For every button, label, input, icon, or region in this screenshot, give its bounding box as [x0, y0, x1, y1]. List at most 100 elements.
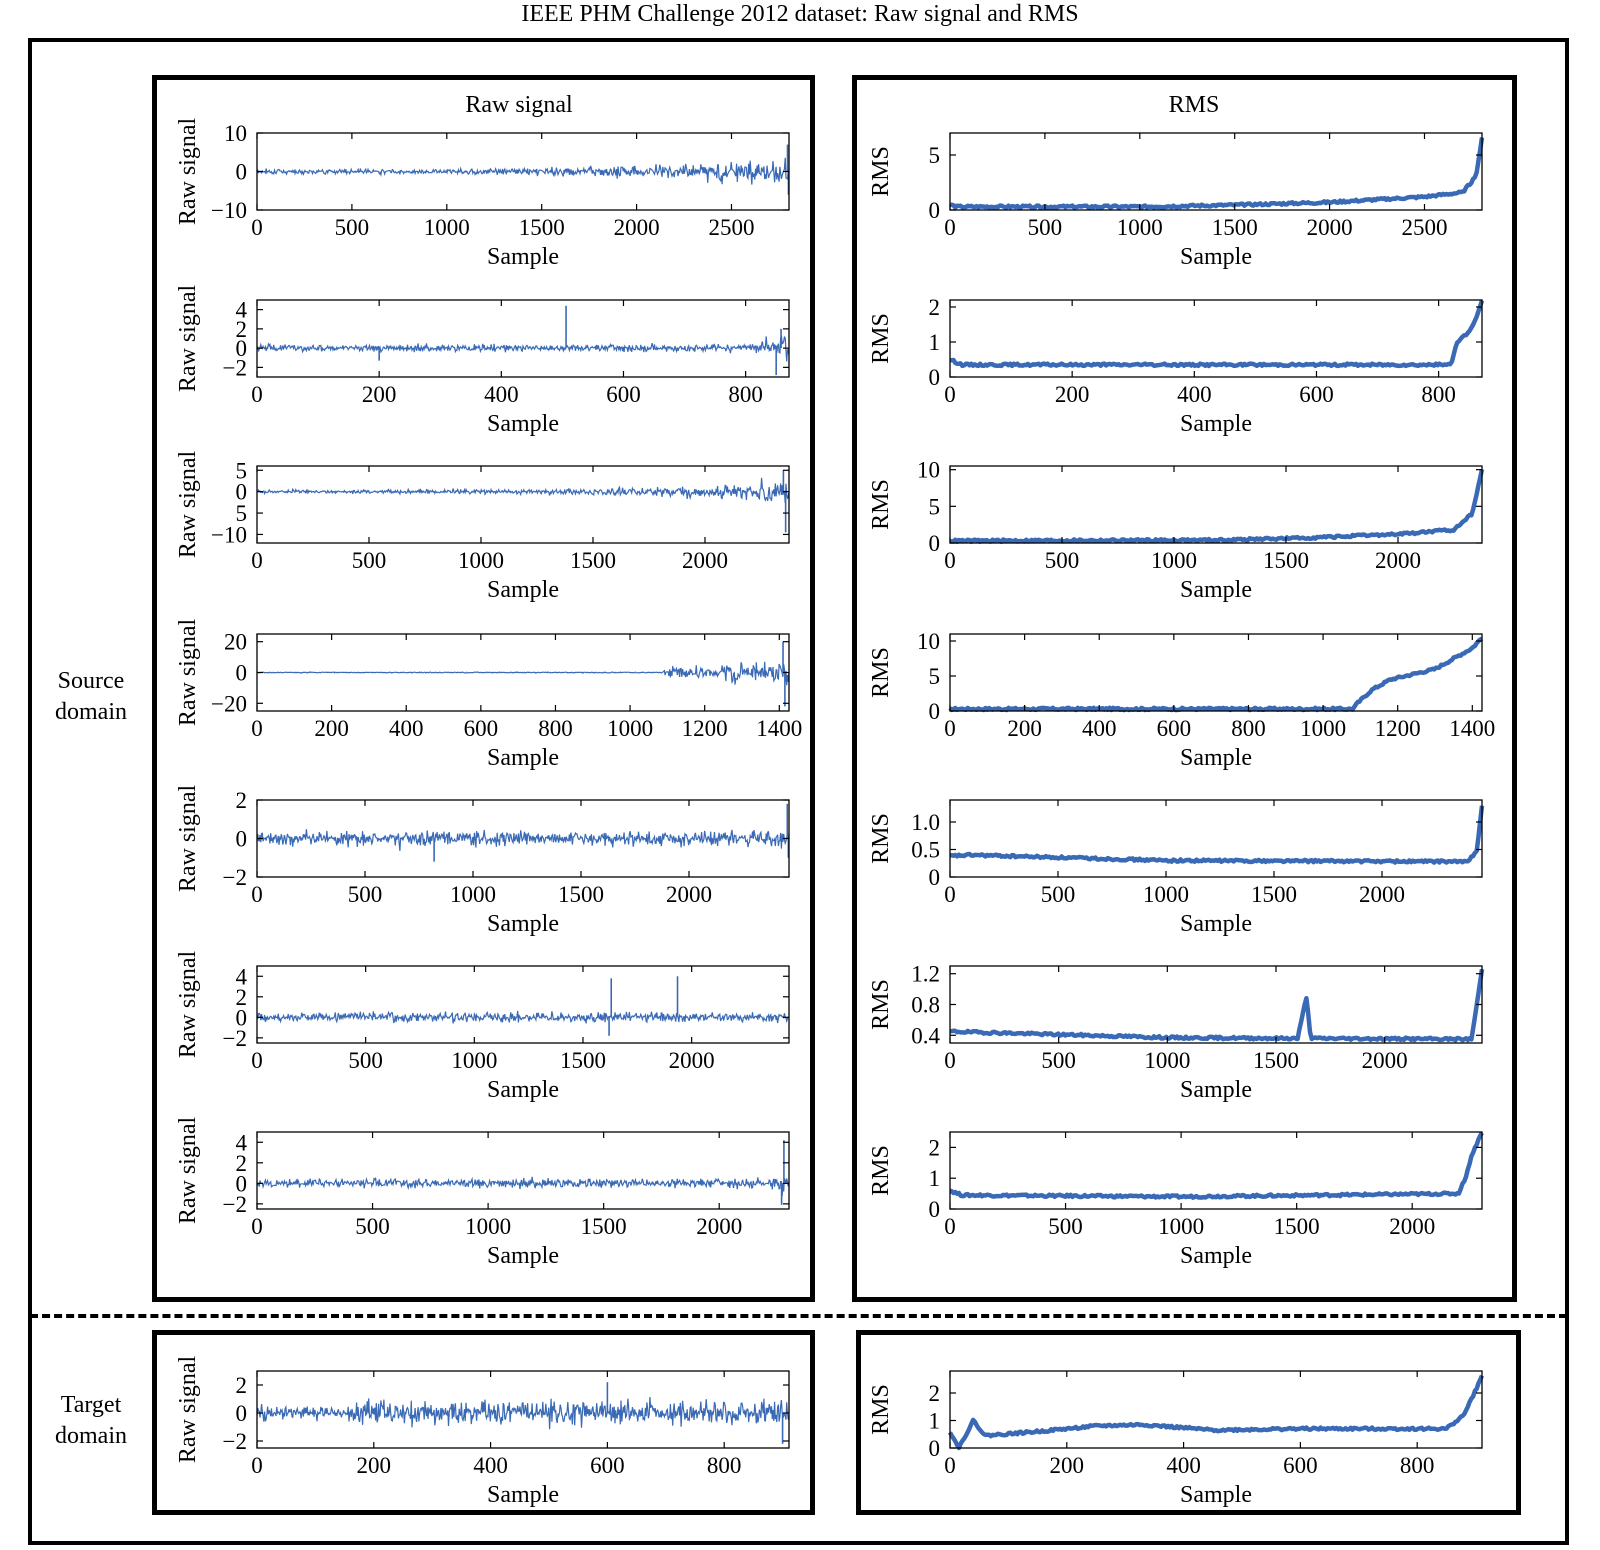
chart-10-ylabel: RMS	[868, 479, 894, 530]
chart-2-ytick-label-2: 0	[236, 336, 248, 361]
chart-3-xtick-label-1500: 1500	[570, 548, 616, 573]
chart-1-ytick-label-2: −10	[211, 198, 247, 223]
chart-16-xtick-label-0: 0	[944, 1453, 956, 1478]
chart-15-ytick-label-2: −2	[223, 1429, 247, 1454]
chart-1-xtick-label-1500: 1500	[519, 215, 565, 240]
chart-14-xtick-label-0: 0	[944, 1214, 956, 1239]
chart-6-ytick-label-3: −2	[223, 1026, 247, 1051]
chart-13-ytick-label-1: 0.8	[911, 993, 940, 1018]
chart-12-plot-frame	[949, 799, 1483, 878]
chart-6-xtick-label-0: 0	[251, 1048, 263, 1073]
chart-13-xtick-label-0: 0	[944, 1048, 956, 1073]
chart-7-ytick-label-0: 4	[236, 1130, 248, 1155]
chart-2-xtick-label-600: 600	[606, 382, 641, 407]
chart-5-xtick-label-2000: 2000	[666, 882, 712, 907]
chart-1-ylabel: Raw signal	[175, 118, 201, 226]
chart-7-xtick-label-1500: 1500	[581, 1214, 627, 1239]
chart-9-ytick-label-1: 1	[929, 330, 941, 355]
chart-1-ytick-label-0: 10	[224, 121, 247, 146]
chart-10-xtick-label-2000: 2000	[1375, 548, 1421, 573]
chart-3-xlabel: Sample	[487, 577, 559, 603]
chart-2-xtick-label-800: 800	[728, 382, 763, 407]
chart-2-ytick-label-3: −2	[223, 355, 247, 380]
chart-7-series-line	[256, 1176, 790, 1197]
chart-10-series-line	[949, 468, 1485, 545]
chart-1-xtick-label-1000: 1000	[424, 215, 470, 240]
chart-16-ytick-label-1: 1	[929, 1409, 941, 1434]
chart-11-xtick-label-200: 200	[1007, 716, 1042, 741]
chart-11-xtick-label-600: 600	[1157, 716, 1192, 741]
chart-14-plot-frame	[949, 1131, 1483, 1210]
chart-11-xtick-label-1000: 1000	[1300, 716, 1346, 741]
chart-7-ytick-label-2: 0	[236, 1171, 248, 1196]
chart-4-xtick-label-800: 800	[538, 716, 573, 741]
chart-2-xtick-label-200: 200	[362, 382, 397, 407]
chart-6-xtick-label-2000: 2000	[669, 1048, 715, 1073]
chart-10-xtick-label-1000: 1000	[1151, 548, 1197, 573]
chart-8-ylabel: RMS	[868, 146, 894, 197]
chart-7-xtick-label-0: 0	[251, 1214, 263, 1239]
chart-9-ytick-label-2: 0	[929, 365, 941, 390]
chart-3-ytick-label-0: 5	[236, 458, 248, 483]
chart-11-xtick-label-1400: 1400	[1449, 716, 1495, 741]
chart-9-series-line	[949, 299, 1485, 369]
chart-3-xtick-label-1000: 1000	[458, 548, 504, 573]
chart-5-xtick-label-1000: 1000	[450, 882, 496, 907]
chart-9-plot-frame	[949, 299, 1483, 378]
chart-11-xtick-label-0: 0	[944, 716, 956, 741]
chart-1-series-line	[256, 157, 790, 185]
chart-8-plot-frame	[949, 132, 1483, 211]
chart-10-ytick-label-0: 10	[917, 458, 940, 483]
chart-4-xtick-label-1000: 1000	[607, 716, 653, 741]
chart-3-ytick-label-3: −10	[211, 522, 247, 547]
chart-11-ytick-label-0: 10	[917, 629, 940, 654]
chart-7-ytick-label-1: 2	[236, 1151, 248, 1176]
chart-14-xtick-label-500: 500	[1048, 1214, 1083, 1239]
chart-14-xtick-label-2000: 2000	[1389, 1214, 1435, 1239]
chart-5-xlabel: Sample	[487, 911, 559, 937]
chart-16-xtick-label-200: 200	[1050, 1453, 1085, 1478]
chart-2-xtick-label-0: 0	[251, 382, 263, 407]
chart-8-xtick-label-1500: 1500	[1212, 215, 1258, 240]
chart-4-ylabel: Raw signal	[175, 619, 201, 727]
chart-8-xtick-label-2500: 2500	[1401, 215, 1447, 240]
chart-10-xtick-label-500: 500	[1045, 548, 1080, 573]
chart-15-xtick-label-0: 0	[251, 1453, 263, 1478]
chart-14-series-line	[949, 1131, 1484, 1200]
chart-13-xlabel: Sample	[1180, 1077, 1252, 1103]
chart-15-plot-frame	[256, 1370, 790, 1449]
chart-16-xtick-label-400: 400	[1166, 1453, 1201, 1478]
chart-12-xtick-label-1000: 1000	[1143, 882, 1189, 907]
raw-column-title: Raw signal	[465, 92, 573, 118]
chart-6-xtick-label-1500: 1500	[560, 1048, 606, 1073]
chart-4-xtick-label-1200: 1200	[682, 716, 728, 741]
chart-12-series-line	[949, 805, 1485, 865]
chart-15-xlabel: Sample	[487, 1482, 559, 1508]
chart-3-xtick-label-0: 0	[251, 548, 263, 573]
chart-1-ytick-label-1: 0	[236, 160, 248, 185]
chart-15-xtick-label-200: 200	[357, 1453, 392, 1478]
chart-9-xtick-label-600: 600	[1299, 382, 1334, 407]
chart-11-ytick-label-2: 0	[929, 699, 941, 724]
chart-1-xtick-label-0: 0	[251, 215, 263, 240]
chart-15-xtick-label-400: 400	[473, 1453, 508, 1478]
chart-15-ytick-label-1: 0	[236, 1401, 248, 1426]
chart-3-xtick-label-500: 500	[352, 548, 387, 573]
chart-1-xtick-label-500: 500	[335, 215, 370, 240]
chart-7-xtick-label-500: 500	[355, 1214, 390, 1239]
chart-1-xtick-label-2500: 2500	[708, 215, 754, 240]
chart-16-series-line	[947, 1374, 1485, 1451]
chart-9-xlabel: Sample	[1180, 411, 1252, 437]
chart-4-series-line	[257, 661, 790, 686]
chart-9-ylabel: RMS	[868, 313, 894, 364]
chart-14-xtick-label-1500: 1500	[1274, 1214, 1320, 1239]
chart-12-ytick-label-1: 0.5	[911, 838, 940, 863]
chart-6-xlabel: Sample	[487, 1077, 559, 1103]
chart-12-xtick-label-0: 0	[944, 882, 956, 907]
chart-13-ylabel: RMS	[868, 979, 894, 1030]
chart-4-xtick-label-600: 600	[464, 716, 499, 741]
chart-2-ytick-label-1: 2	[236, 317, 248, 342]
chart-5-ytick-label-2: −2	[223, 865, 247, 890]
chart-2-xtick-label-400: 400	[484, 382, 519, 407]
chart-16-xtick-label-600: 600	[1283, 1453, 1318, 1478]
